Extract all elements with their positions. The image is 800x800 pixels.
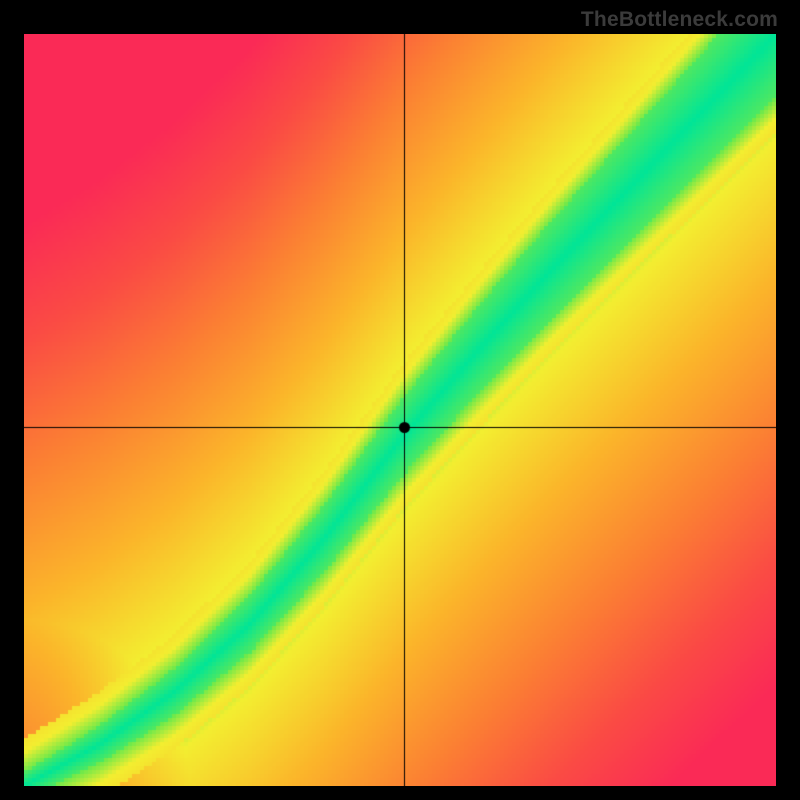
chart-frame: { "watermark": { "text": "TheBottleneck.… xyxy=(0,0,800,800)
watermark-text: TheBottleneck.com xyxy=(581,8,778,32)
bottleneck-heatmap xyxy=(24,34,776,786)
